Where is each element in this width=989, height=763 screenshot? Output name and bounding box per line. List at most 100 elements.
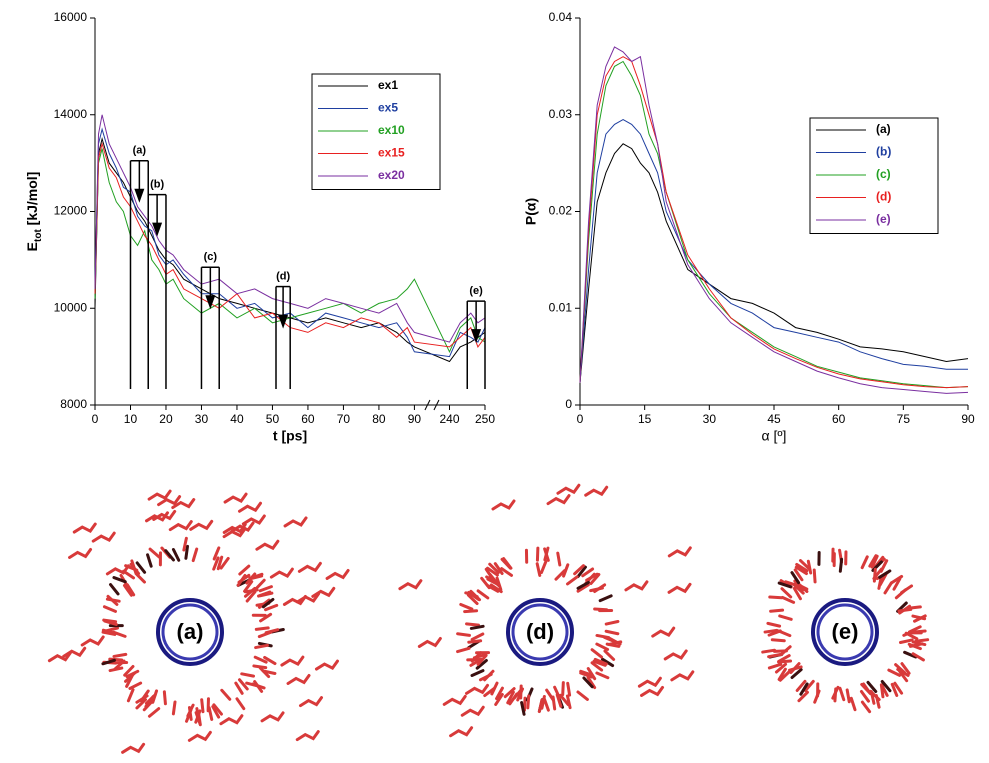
x-tick-label: 70: [337, 412, 351, 426]
molecule: [248, 574, 264, 581]
y-axis-label-part: E: [24, 242, 40, 251]
molecule: [211, 705, 221, 719]
molecule: [900, 584, 914, 595]
molecule: [542, 697, 550, 712]
y-tick-label: 0.03: [549, 107, 573, 121]
molecule: [476, 653, 488, 666]
ring: [156, 598, 224, 666]
molecule: [590, 661, 604, 672]
molecule: [460, 705, 485, 717]
molecule: [869, 690, 876, 705]
molecule: [164, 549, 175, 562]
molecule: [777, 659, 793, 664]
ring: [161, 603, 219, 661]
legend-label: ex10: [378, 123, 405, 137]
molecule: [216, 555, 224, 571]
molecule: [297, 561, 322, 573]
molecule: [147, 489, 172, 501]
molecule: [795, 679, 807, 692]
molecule: [125, 669, 140, 679]
molecule: [624, 580, 649, 592]
molecule: [845, 688, 851, 704]
molecule: [260, 711, 285, 723]
molecule: [258, 585, 273, 593]
molecule: [860, 555, 869, 570]
molecule: [573, 564, 585, 576]
molecule: [566, 681, 572, 697]
molecule: [778, 670, 791, 682]
annotation-label: (c): [204, 251, 218, 263]
molecule: [799, 682, 809, 696]
molecule: [790, 571, 801, 585]
molecule: [475, 658, 488, 670]
molecule: [483, 686, 496, 698]
molecule: [796, 581, 809, 593]
molecule: [579, 671, 594, 679]
molecule: [126, 688, 135, 703]
molecule: [91, 531, 116, 543]
molecule: [794, 565, 808, 576]
molecule: [779, 645, 792, 657]
molecule: [485, 583, 500, 593]
molecule: [123, 664, 135, 677]
x-axis-label: t [ps]: [273, 428, 307, 444]
molecule: [880, 679, 892, 693]
molecule: [456, 632, 471, 637]
molecule: [212, 703, 223, 716]
molecule: [269, 567, 294, 579]
molecule: [125, 674, 134, 688]
molecule: [189, 519, 214, 531]
molecule: [135, 698, 147, 710]
molecule: [253, 655, 268, 664]
series-line: [94, 127, 486, 358]
annotation-arrowhead: [152, 222, 163, 237]
molecule: [553, 685, 562, 700]
molecule: [194, 709, 202, 724]
molecule: [766, 621, 782, 628]
series-line: [579, 119, 968, 383]
molecule: [880, 683, 889, 697]
molecule: [463, 609, 479, 614]
molecule: [868, 554, 878, 568]
molecule: [579, 669, 594, 677]
molecule: [113, 659, 126, 671]
molecule: [896, 667, 910, 677]
molecule: [62, 646, 87, 658]
molecule: [254, 578, 266, 591]
molecule: [667, 582, 692, 594]
molecule: [101, 630, 117, 636]
annotation-arrowhead: [205, 295, 216, 310]
snapshot-label: (d): [526, 619, 554, 644]
molecule: [488, 562, 500, 575]
molecule: [584, 485, 609, 497]
molecule: [491, 499, 516, 511]
x-tick-label: 60: [832, 412, 846, 426]
molecule: [152, 509, 177, 521]
molecule: [503, 687, 516, 699]
molecule: [907, 625, 922, 634]
molecule: [562, 563, 570, 578]
x-tick-label: 50: [266, 412, 280, 426]
molecule: [101, 658, 116, 666]
molecule: [595, 671, 610, 680]
molecule: [243, 588, 259, 594]
molecule: [122, 583, 133, 597]
molecule: [788, 665, 803, 672]
x-tick-label: 10: [124, 412, 138, 426]
molecule: [663, 649, 688, 661]
molecule: [546, 494, 571, 506]
molecule: [325, 568, 350, 580]
molecule: [593, 657, 608, 666]
molecule: [914, 638, 930, 643]
molecule: [595, 642, 610, 651]
molecule: [237, 501, 262, 513]
molecule: [489, 583, 503, 594]
molecule: [245, 590, 257, 603]
molecule: [670, 670, 695, 682]
molecule: [576, 690, 589, 701]
molecule: [456, 646, 471, 654]
molecule: [911, 629, 927, 634]
y-axis-label: P(α): [523, 198, 539, 225]
molecule: [589, 572, 601, 586]
molecule: [493, 562, 504, 576]
